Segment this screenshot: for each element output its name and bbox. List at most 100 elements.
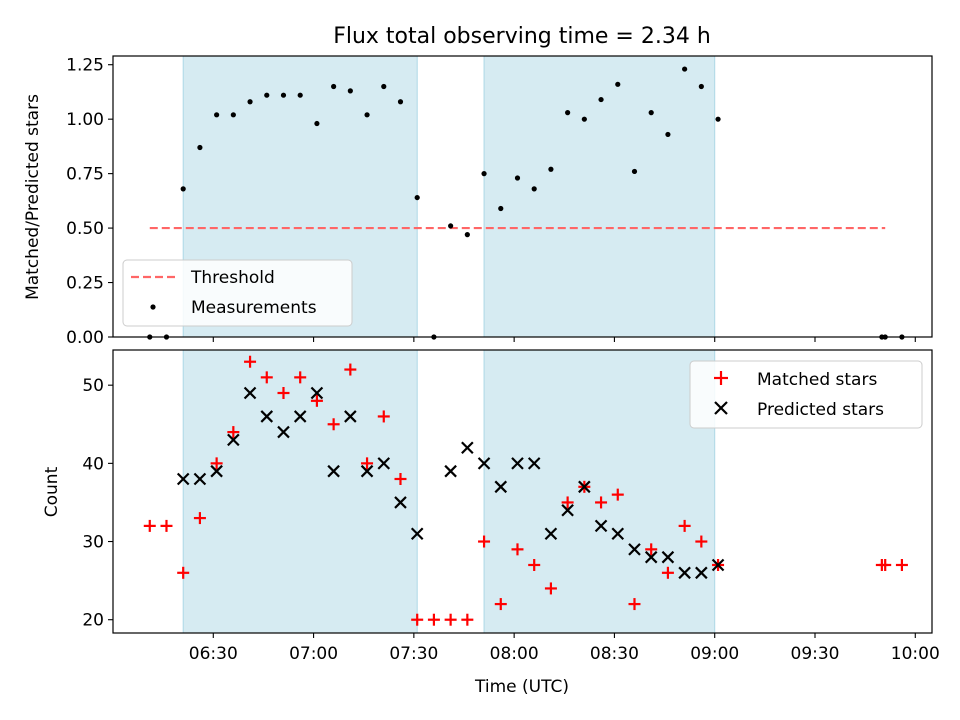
predicted-marker-b — [544, 527, 558, 540]
predicted-star-point — [277, 425, 290, 439]
predicted-star-point — [711, 558, 725, 572]
predicted-marker-b — [594, 519, 608, 533]
predicted-marker-b — [210, 464, 223, 478]
y-tick-label: 0.75 — [66, 165, 104, 185]
legend-measurement-swatch — [150, 304, 156, 310]
predicted-marker-b — [527, 457, 541, 470]
predicted-star-point — [260, 410, 274, 423]
predicted-star-point — [494, 480, 508, 494]
predicted-star-point — [360, 464, 374, 478]
ratio-legend-box — [122, 259, 353, 327]
matched-star-point — [427, 613, 440, 626]
predicted-star-point — [527, 457, 541, 470]
count-x-ticks: 06:30 07:00 07:30 08:00 08:30 09:00 09:30 10:00 — [189, 633, 940, 664]
predicted-star-point — [243, 386, 257, 400]
predicted-marker-b — [277, 425, 290, 439]
measurement-point — [581, 116, 587, 122]
matched-star-point — [879, 558, 892, 571]
measurement-point — [364, 112, 370, 118]
predicted-star-point — [544, 527, 558, 540]
predicted-marker-b — [511, 457, 524, 470]
predicted-star-point — [193, 472, 207, 486]
measurement-point — [448, 223, 454, 229]
count-y-label: Count — [42, 466, 62, 517]
ratio-axes-frame — [112, 55, 933, 338]
matched-star-point — [160, 519, 173, 532]
measurement-point — [280, 92, 287, 98]
predicted-star-point — [394, 496, 407, 509]
ratio-legend: Threshold Measurements — [122, 259, 353, 327]
predicted-star-point — [310, 386, 324, 400]
measurement-point — [698, 83, 704, 90]
count-legend: Matched stars Predicted stars — [689, 360, 923, 429]
matched-star-point — [361, 457, 374, 470]
matched-star-point — [260, 371, 273, 384]
measurement-point — [464, 232, 470, 238]
y-tick-label: 1.25 — [66, 56, 104, 76]
predicted-star-point — [444, 464, 457, 478]
measurement-point — [631, 168, 638, 175]
y-tick-label: 0.00 — [66, 328, 104, 348]
legend-predicted-swatch — [714, 401, 728, 415]
measurement-point — [214, 112, 220, 118]
matched-star-point — [444, 613, 457, 626]
predicted-marker-b — [461, 441, 474, 454]
x-tick-label: 09:30 — [791, 644, 840, 664]
measurement-point — [715, 116, 721, 122]
legend-measurement-label: Measurements — [191, 298, 317, 318]
predicted-star-point — [644, 550, 658, 564]
predicted-marker-b — [611, 527, 625, 540]
predicted-marker-b — [327, 464, 340, 478]
predicted-marker-b — [243, 386, 257, 400]
matched-star-point — [394, 472, 407, 485]
predicted-marker-b — [260, 410, 274, 423]
measurement-point — [331, 83, 337, 90]
shaded-interval-2 — [483, 55, 716, 338]
predicted-marker-b — [578, 480, 591, 494]
matched-star-point — [561, 496, 574, 509]
predicted-marker-b — [477, 457, 491, 470]
matched-star-point — [227, 426, 240, 439]
matched-star-point — [310, 394, 323, 407]
measurement-point — [180, 186, 186, 192]
x-tick-label: 07:30 — [389, 644, 438, 664]
matched-star-point — [143, 519, 156, 532]
count-legend-box — [689, 360, 923, 429]
predicted-star-point — [628, 543, 641, 556]
measurement-point — [514, 175, 521, 181]
measurement-point — [615, 81, 621, 87]
matched-star-point — [695, 535, 708, 548]
measurement-points — [147, 66, 905, 340]
measurement-point — [565, 110, 571, 116]
ratio-y-label: Matched/Predicted stars — [23, 94, 43, 300]
matched-star-point — [611, 488, 624, 501]
x-tick-label: 09:00 — [690, 644, 739, 664]
matched-star-point — [628, 598, 641, 611]
predicted-marker-b — [695, 566, 708, 580]
x-tick-label: 07:00 — [289, 644, 338, 664]
matched-star-point — [895, 558, 908, 571]
x-axis-label: Time (UTC) — [474, 677, 569, 697]
predicted-star-point — [611, 527, 625, 540]
matched-star-point — [244, 355, 257, 368]
predicted-star-point — [561, 503, 574, 517]
x-tick-label: 08:00 — [490, 644, 539, 664]
count-y-ticks: 20 30 40 50 — [82, 376, 113, 631]
matched-star-point — [327, 418, 340, 431]
measurement-point — [498, 205, 504, 212]
predicted-marker-b — [360, 464, 374, 478]
matched-star-point — [645, 543, 658, 556]
count-axes-frame — [112, 349, 933, 634]
predicted-marker-b — [661, 550, 675, 564]
measurement-point — [548, 166, 554, 172]
y-tick-label: 20 — [82, 611, 104, 631]
measurement-point — [682, 66, 688, 72]
predicted-marker-b — [711, 558, 725, 572]
predicted-star-points — [176, 386, 725, 580]
matched-star-point — [193, 512, 206, 525]
predicted-marker-b — [344, 410, 357, 423]
predicted-star-point — [210, 464, 223, 478]
shaded-interval-2 — [483, 349, 716, 634]
